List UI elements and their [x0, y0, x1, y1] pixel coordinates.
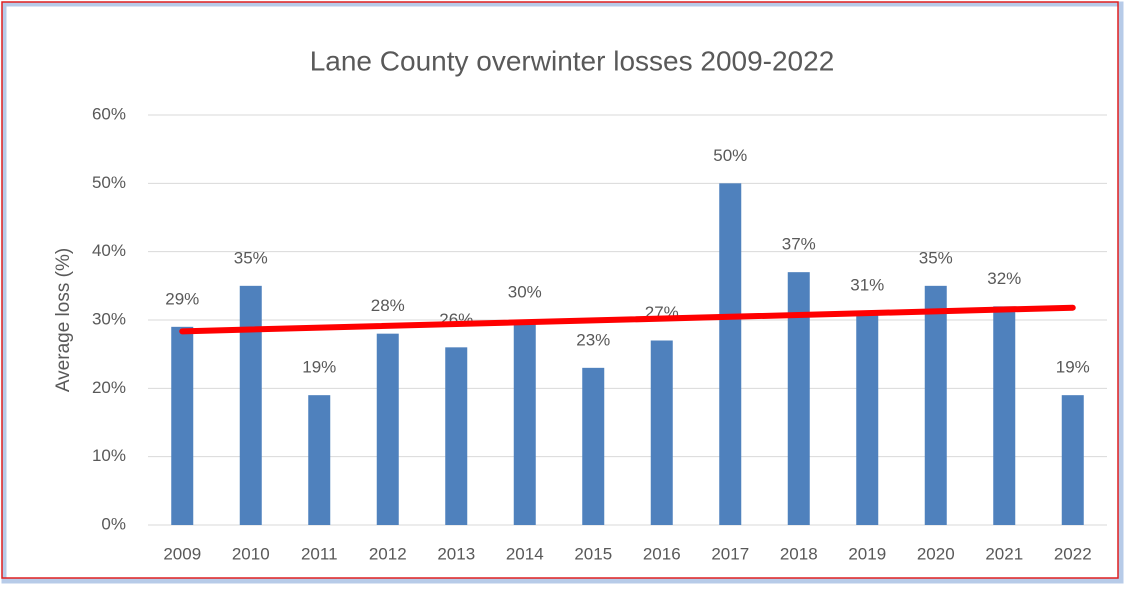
y-tick-label: 30%	[92, 309, 126, 328]
bar	[376, 333, 399, 525]
bar	[787, 272, 810, 525]
frame	[1, 1, 1119, 579]
y-tick-label: 50%	[92, 173, 126, 192]
x-tick-label: 2019	[848, 544, 886, 563]
y-tick-label: 0%	[101, 514, 126, 533]
data-label: 29%	[165, 289, 199, 308]
data-label: 31%	[850, 276, 884, 295]
y-tick-label: 40%	[92, 241, 126, 260]
x-tick-label: 2017	[711, 544, 749, 563]
data-label: 23%	[576, 330, 610, 349]
data-label: 30%	[508, 282, 542, 301]
data-label: 19%	[302, 358, 336, 377]
bar	[924, 285, 947, 525]
bar	[856, 313, 879, 525]
y-tick-label: 60%	[92, 104, 126, 123]
y-axis-label: Average loss (%)	[53, 248, 74, 392]
bar	[1061, 395, 1084, 525]
bar	[171, 326, 194, 525]
bar	[239, 285, 262, 525]
x-tick-label: 2014	[506, 544, 544, 563]
data-label: 32%	[987, 269, 1021, 288]
data-label: 50%	[713, 146, 747, 165]
bar	[719, 183, 742, 526]
x-tick-label: 2013	[437, 544, 475, 563]
bar	[308, 395, 331, 525]
bar	[993, 306, 1016, 525]
data-label: 35%	[919, 248, 953, 267]
bar	[513, 320, 536, 525]
x-tick-label: 2016	[643, 544, 681, 563]
y-tick-label: 20%	[92, 378, 126, 397]
x-tick-label: 2020	[917, 544, 955, 563]
x-tick-label: 2021	[985, 544, 1023, 563]
x-tick-label: 2012	[369, 544, 407, 563]
trendline	[179, 304, 1076, 335]
data-label: 19%	[1056, 358, 1090, 377]
x-tick-label: 2009	[163, 544, 201, 563]
bar	[582, 367, 605, 525]
chart-title: Lane County overwinter losses 2009-2022	[310, 45, 835, 76]
bar	[445, 347, 468, 525]
x-tick-label: 2018	[780, 544, 818, 563]
data-label: 28%	[371, 296, 405, 315]
x-tick-label: 2015	[574, 544, 612, 563]
y-tick-label: 10%	[92, 446, 126, 465]
x-tick-label: 2022	[1054, 544, 1092, 563]
data-label: 37%	[782, 235, 816, 254]
bar	[650, 340, 673, 525]
data-label: 35%	[234, 248, 268, 267]
x-tick-label: 2010	[232, 544, 270, 563]
x-tick-label: 2011	[301, 544, 338, 563]
